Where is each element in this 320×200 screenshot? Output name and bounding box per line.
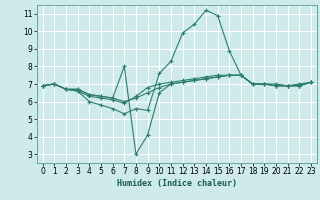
X-axis label: Humidex (Indice chaleur): Humidex (Indice chaleur) (117, 179, 237, 188)
